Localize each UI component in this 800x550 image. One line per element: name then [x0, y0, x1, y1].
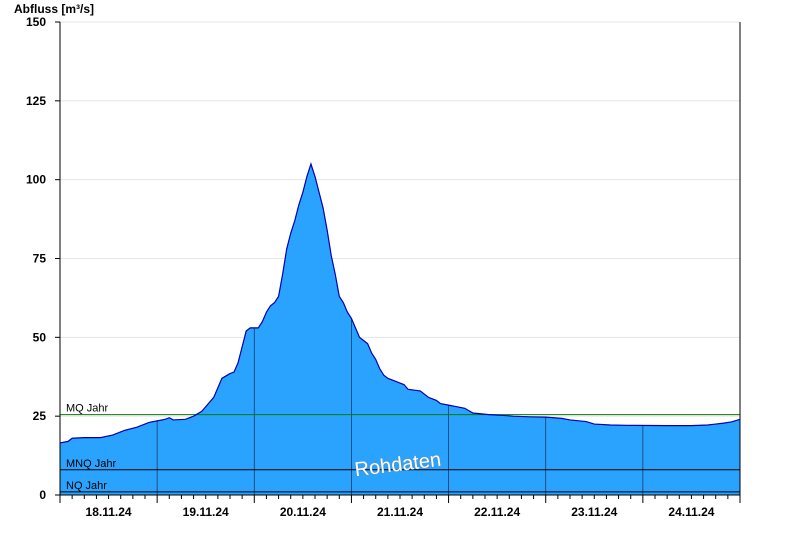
discharge-line: [59, 161, 741, 444]
y-tick-label: 0: [39, 488, 46, 502]
y-axis-ticks: 0 25 50 75 100 125 150: [26, 15, 60, 502]
reference-line-label: MQ Jahr: [66, 403, 109, 415]
x-tick-label: 21.11.24: [377, 505, 423, 519]
reference-line-label: NQ Jahr: [66, 480, 107, 492]
discharge-area: [60, 163, 740, 495]
reference-lines: MQ Jahr MNQ Jahr NQ Jahr: [60, 403, 740, 493]
x-tick-label: 24.11.24: [668, 505, 714, 519]
x-tick-label: 22.11.24: [474, 505, 520, 519]
x-axis-ticks: 18.11.24 19.11.24 20.11.24 21.11.24 22.11.24…: [59, 495, 741, 519]
x-tick-label: 19.11.24: [183, 505, 229, 519]
x-tick-label: 18.11.24: [86, 505, 132, 519]
y-tick-label: 25: [33, 409, 47, 423]
y-tick-label: 50: [33, 330, 47, 344]
y-tick-label: 125: [26, 94, 46, 108]
y-tick-label: 150: [26, 15, 46, 29]
grid: [60, 21, 740, 417]
day-separators: [156, 318, 644, 495]
x-tick-label: 20.11.24: [280, 505, 326, 519]
y-tick-label: 100: [26, 173, 46, 187]
y-tick-label: 75: [33, 252, 47, 266]
reference-line-label: MNQ Jahr: [66, 458, 116, 470]
y-axis-title: Abfluss [m³/s]: [14, 2, 94, 16]
x-tick-label: 23.11.24: [571, 505, 617, 519]
